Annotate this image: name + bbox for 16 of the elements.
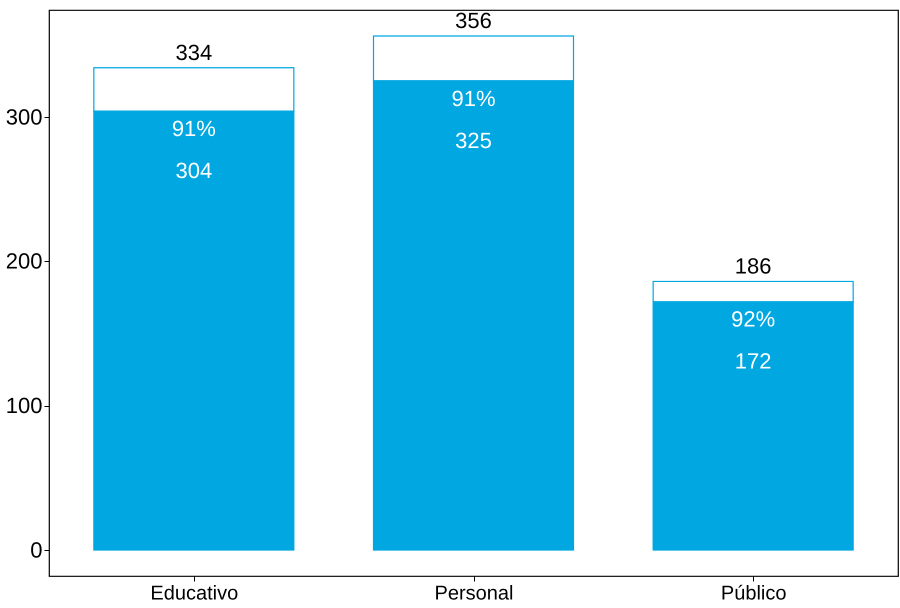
total-label: 356 (455, 8, 492, 33)
annotation: 91% (172, 116, 216, 142)
data-label: 325 (455, 128, 492, 153)
data-label: 172 (734, 348, 772, 374)
x-tick-label: Público (720, 582, 786, 604)
y-tick-label: 0 (30, 538, 42, 563)
total-label: 334 (175, 40, 212, 65)
x-tick-label: Personal (434, 582, 514, 604)
x-tick-label: Educativo (150, 582, 238, 604)
data-label: 304 (175, 158, 212, 184)
total-label: 186 (734, 253, 772, 278)
y-tick-label: 200 (6, 248, 42, 274)
annotation: 91% (451, 86, 496, 111)
y-tick-label: 100 (6, 393, 42, 418)
annotation: 92% (731, 306, 776, 332)
y-tick-label: 300 (6, 104, 42, 130)
